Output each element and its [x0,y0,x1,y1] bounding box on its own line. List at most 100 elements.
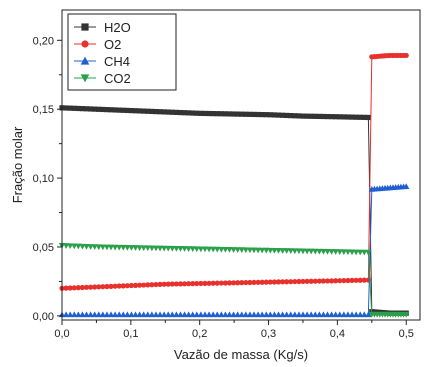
data-point [222,111,228,117]
data-point [329,278,335,284]
data-point [132,282,139,288]
data-point [246,247,254,254]
data-point [144,245,151,252]
data-point [263,112,269,118]
data-point [255,111,261,118]
data-point [336,249,343,255]
data-point [275,279,282,285]
data-point [218,311,225,318]
data-point [79,243,86,250]
y-tick-label: 0,15 [33,104,54,116]
data-point [259,111,265,118]
data-point [267,112,273,118]
data-point [283,311,290,318]
data-point [87,106,94,112]
data-point [136,245,143,251]
data-point [365,311,372,318]
data-point [201,246,209,253]
data-point [103,311,111,318]
data-point [308,311,315,318]
data-point [181,246,188,252]
data-point [185,246,192,252]
data-point [141,108,147,114]
data-point [340,311,347,318]
data-point [91,311,98,318]
data-point [205,246,213,253]
data-point [357,277,363,283]
data-point [234,311,241,318]
data-point [185,311,192,318]
data-point [132,311,139,318]
data-point [132,108,139,114]
data-point [324,278,331,284]
data-point [177,246,184,252]
data-point [259,311,266,318]
data-point [349,277,355,284]
data-point [95,311,102,318]
legend: H2O O2 CH4 CO2 [67,13,177,91]
data-point [83,311,90,318]
data-point [194,280,200,287]
data-point [169,281,175,287]
data-point [275,311,282,318]
data-point [283,248,290,254]
data-point [161,311,168,318]
data-point [210,246,217,253]
data-point [141,282,147,288]
data-point [124,283,130,289]
data-point [128,311,135,318]
data-point [104,283,110,290]
data-point [206,280,212,286]
data-point [218,246,225,253]
legend-marker [81,40,89,48]
data-point [71,243,78,250]
data-point [288,279,294,285]
data-point [67,311,74,318]
data-point [352,311,360,318]
series-line [367,252,373,315]
data-point [230,247,237,253]
data-point [87,244,94,250]
data-point [186,110,192,116]
data-point [328,249,335,255]
x-axis-title: Vazão de massa (Kg/s) [174,347,308,362]
x-tick-label: 0,4 [330,328,345,340]
data-point [296,113,302,119]
data-point [271,311,278,318]
data-point [173,245,180,252]
data-point [83,284,90,290]
data-point [267,311,274,318]
data-point [140,245,147,252]
data-point [357,311,364,318]
data-point [210,111,216,117]
series-line [367,117,373,312]
data-point [71,311,78,318]
data-point [67,285,73,291]
data-point [361,277,367,283]
data-point [230,280,237,286]
data-point [291,248,298,255]
data-point [259,247,266,254]
legend-marker [80,74,90,83]
data-point [235,111,241,117]
data-point [161,109,167,115]
x-tick-label: 0,0 [54,328,69,340]
data-point [263,279,269,285]
data-point [189,311,196,318]
data-point [316,278,322,284]
data-point [239,111,245,117]
data-point [295,311,303,318]
data-point [128,108,135,114]
data-point [365,249,372,256]
data-point [116,283,122,289]
data-point [214,280,220,286]
y-tick-label: 0,10 [33,173,54,185]
data-point [222,280,228,286]
data-point [250,247,258,254]
data-point [300,113,306,119]
data-point [148,245,155,252]
data-point [67,243,74,250]
data-point [144,311,151,318]
data-point [403,311,410,318]
data-point [156,311,164,318]
